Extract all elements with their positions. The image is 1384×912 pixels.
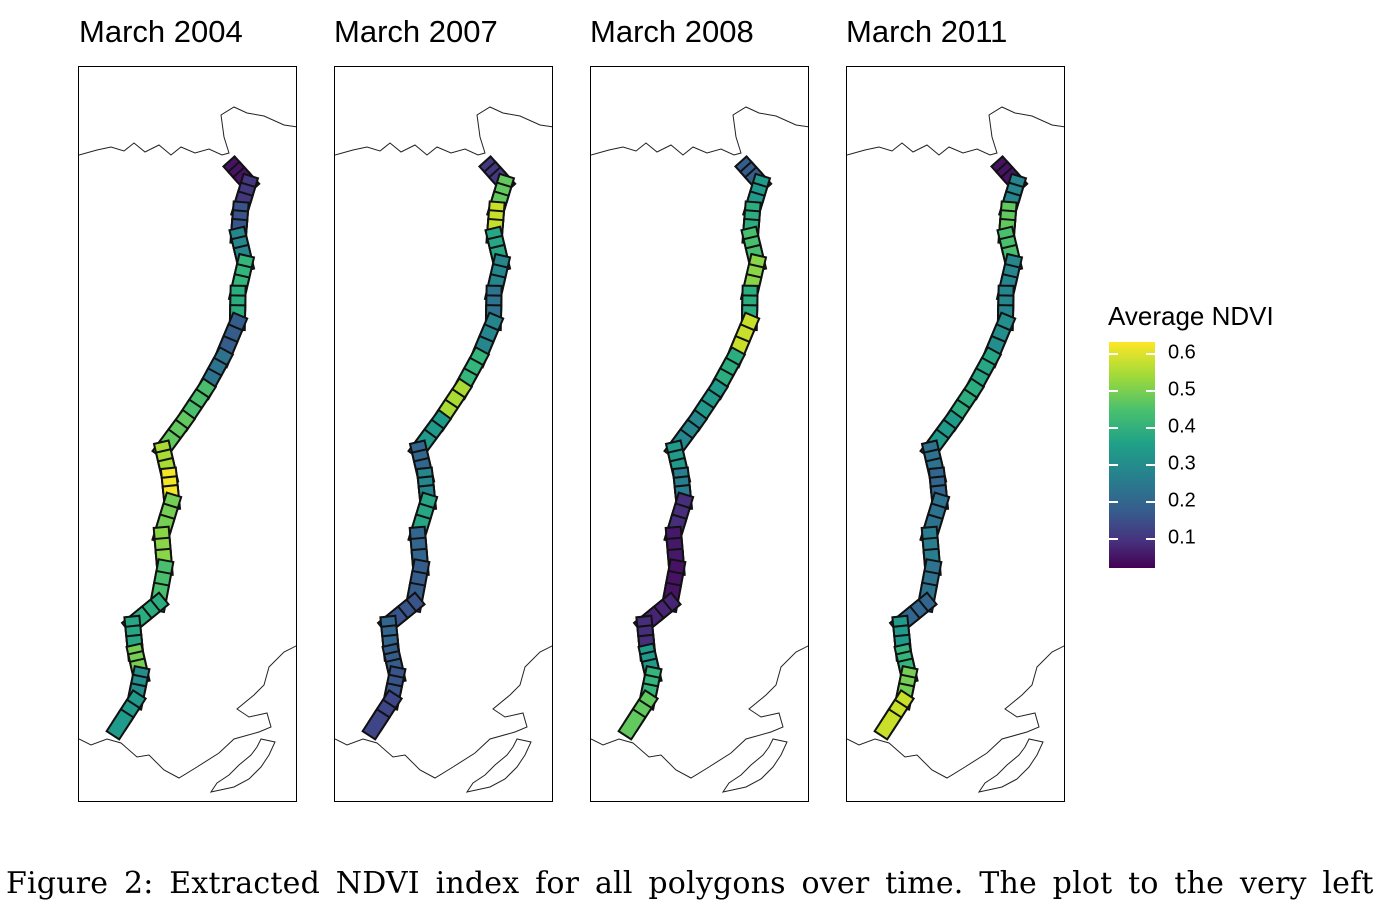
legend-colorbar (1109, 342, 1155, 568)
river-map (591, 106, 808, 793)
legend-tick-mark (1146, 538, 1155, 540)
ndvi-polygon (364, 710, 389, 738)
coastline-north (847, 106, 1064, 156)
legend-tick-mark (1109, 501, 1118, 503)
map-panel-2007 (334, 66, 553, 802)
legend-title: Average NDVI (1108, 301, 1274, 331)
panel-title-2008: March 2008 (590, 14, 754, 49)
coastline-north (591, 106, 808, 156)
map-panel-2004 (78, 66, 297, 802)
legend-tick-mark (1109, 390, 1118, 392)
panel-title-2004: March 2004 (79, 14, 243, 49)
legend-tick-mark (1146, 427, 1155, 429)
river-map (335, 106, 552, 793)
legend-tick-label: 0.2 (1168, 489, 1196, 512)
legend-tick-mark (1109, 464, 1118, 466)
panel-title-2011: March 2011 (846, 14, 1008, 49)
legend-tick-label: 0.6 (1168, 341, 1196, 364)
legend-tick-label: 0.4 (1168, 415, 1196, 438)
legend-tick-label: 0.3 (1168, 452, 1196, 475)
map-panel-2011 (846, 66, 1065, 802)
legend-tick-label: 0.1 (1168, 526, 1196, 549)
coastline-south (79, 645, 296, 793)
panel-title-2007: March 2007 (334, 14, 498, 49)
coastline-north (335, 106, 552, 156)
ndvi-polygon (620, 710, 645, 738)
legend-tick-mark (1146, 464, 1155, 466)
river-map (847, 106, 1064, 793)
map-panel-2008 (590, 66, 809, 802)
legend-tick-mark (1146, 501, 1155, 503)
coastline-south (847, 645, 1064, 793)
river-map (79, 106, 296, 793)
legend-tick-mark (1109, 538, 1118, 540)
legend-tick-mark (1146, 390, 1155, 392)
coastline-south (335, 645, 552, 793)
ndvi-polygon (876, 710, 901, 738)
coastline-south (591, 645, 808, 793)
figure-caption: Figure 2: Extracted NDVI index for all p… (6, 866, 1374, 901)
legend-tick-mark (1109, 353, 1118, 355)
ndvi-polygon (108, 710, 133, 738)
legend-tick-mark (1109, 427, 1118, 429)
legend-tick-mark (1146, 353, 1155, 355)
coastline-north (79, 106, 296, 156)
legend-tick-label: 0.5 (1168, 378, 1196, 401)
